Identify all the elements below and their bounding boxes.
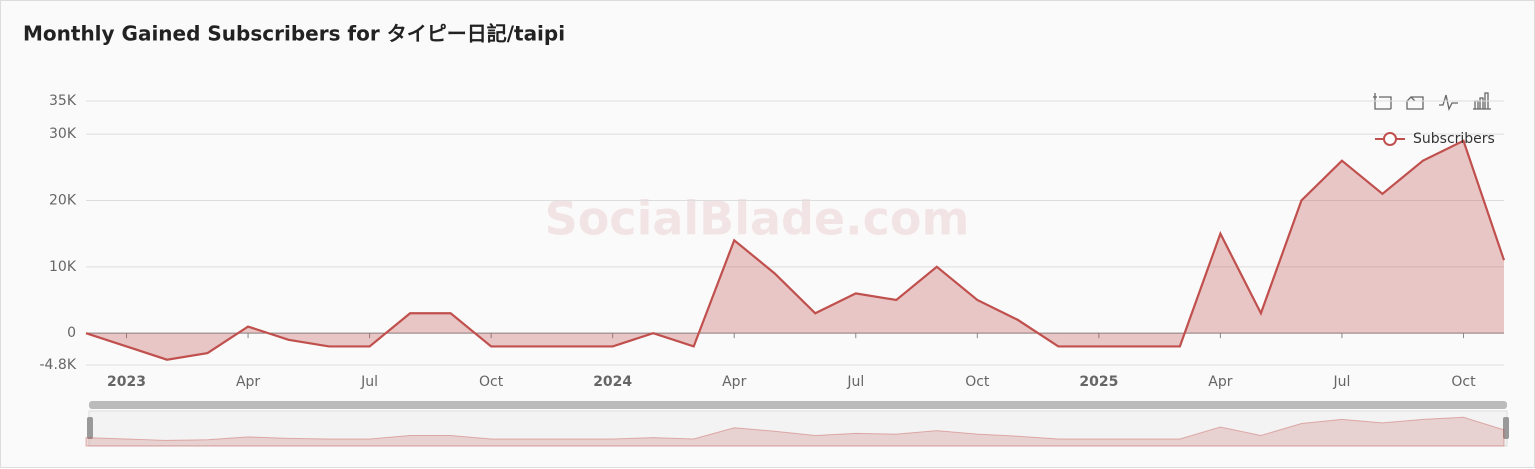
reset-icon[interactable] [1406, 96, 1424, 110]
watermark: SocialBlade.com [545, 192, 970, 246]
zoom-handle[interactable] [1503, 417, 1509, 439]
x-tick-label: Oct [479, 374, 504, 390]
x-tick-label: Jul [1332, 374, 1350, 390]
x-tick-label: Apr [1208, 374, 1232, 390]
x-tick-label: Oct [965, 374, 990, 390]
x-tick-label: 2024 [593, 374, 632, 390]
y-tick-label: 20K [49, 192, 77, 208]
y-tick-label: -4.8K [40, 357, 77, 373]
x-tick-label: Jul [360, 374, 378, 390]
x-tick-label: 2025 [1079, 374, 1118, 390]
legend-marker [1383, 132, 1397, 146]
y-tick-label: 0 [67, 325, 76, 341]
line-icon[interactable] [1439, 94, 1458, 111]
legend-label: Subscribers [1413, 131, 1495, 147]
x-tick-label: Apr [722, 374, 746, 390]
x-tick-label: Oct [1451, 374, 1476, 390]
x-tick-label: Jul [846, 374, 864, 390]
x-tick-label: 2023 [107, 374, 146, 390]
area [86, 140, 1504, 360]
y-tick-label: 30K [49, 126, 77, 142]
x-tick-label: Apr [236, 374, 260, 390]
zoom-handle[interactable] [87, 417, 93, 439]
y-tick-label: 35K [49, 93, 77, 109]
line [85, 139, 1506, 361]
y-tick-label: 10K [49, 259, 77, 275]
zoom-bar[interactable] [89, 401, 1507, 409]
chart-title: Monthly Gained Subscribers for タイピー日記/ta… [23, 22, 565, 46]
overview-area [85, 416, 1505, 447]
zoom-window[interactable] [88, 410, 1508, 447]
zoom-icon[interactable] [1373, 93, 1392, 110]
